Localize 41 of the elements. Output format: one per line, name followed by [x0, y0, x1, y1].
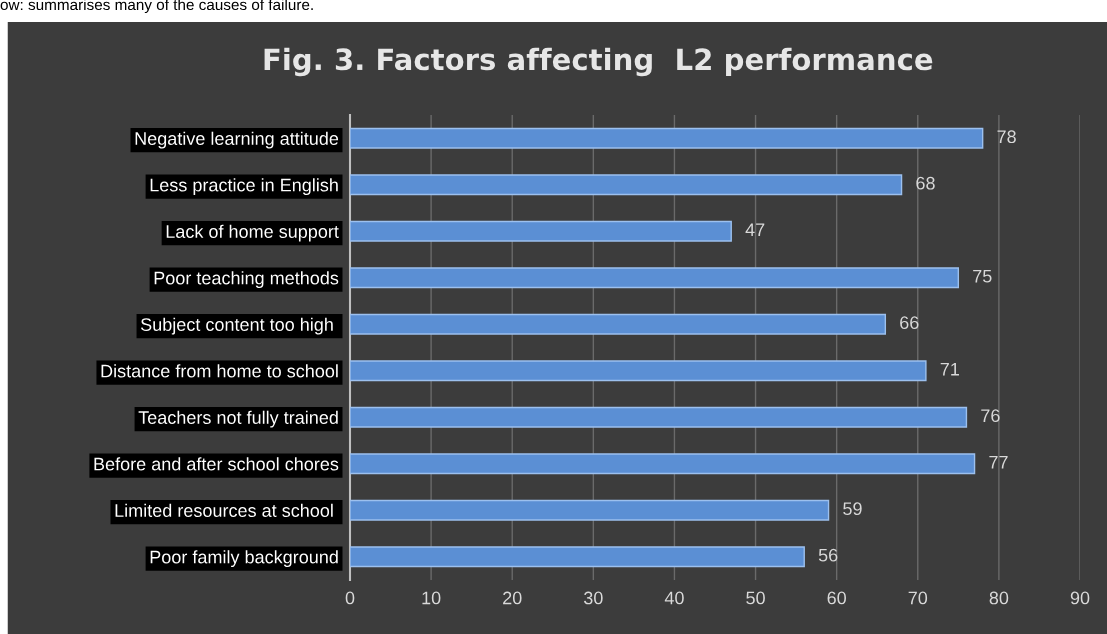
- y-tick-label: Teachers not fully trained: [138, 410, 338, 428]
- bar: [350, 313, 887, 335]
- y-tick-label: Poor family background: [150, 550, 338, 568]
- data-label: 47: [745, 223, 765, 236]
- y-tick-label: Negative learning attitude: [135, 131, 339, 149]
- bar: [350, 220, 732, 242]
- x-tick-label: 30: [583, 591, 603, 605]
- y-tick-label: Limited resources at school: [115, 503, 333, 517]
- x-tick-label: 40: [664, 591, 684, 605]
- bar: [350, 499, 830, 521]
- x-tick-label: 10: [422, 591, 441, 605]
- y-tick-label: Before and after school chores: [94, 457, 339, 471]
- y-tick-label: Lack of home support: [166, 224, 339, 242]
- data-label: 78: [997, 130, 1016, 144]
- y-tick-label: Poor teaching methods: [154, 271, 339, 289]
- x-tick-label: 90: [1070, 591, 1090, 605]
- y-tick-label: Distance from home to school: [101, 364, 338, 378]
- bar: [350, 406, 968, 428]
- chart-title: Fig. 3. Factors affecting L2 performance: [264, 47, 933, 77]
- bar: [350, 267, 960, 289]
- data-label: 68: [916, 176, 935, 190]
- bar: [350, 127, 984, 149]
- data-label: 77: [989, 456, 1008, 469]
- y-tick-label: Less practice in English: [150, 178, 338, 196]
- data-label: 59: [843, 502, 862, 516]
- x-tick-label: 80: [989, 591, 1009, 605]
- bar: [350, 360, 927, 382]
- y-tick-label: Subject content too high: [140, 317, 333, 335]
- x-tick-label: 50: [746, 591, 765, 605]
- x-tick-label: 70: [908, 591, 928, 605]
- data-label: 56: [818, 548, 838, 562]
- x-tick-label: 0: [345, 591, 355, 605]
- bar: [350, 453, 976, 475]
- bar: [350, 174, 903, 196]
- data-label: 76: [981, 409, 1000, 423]
- x-tick-label: 20: [503, 591, 522, 605]
- x-tick-label: 60: [827, 591, 846, 605]
- bar: [350, 546, 805, 568]
- data-label: 66: [900, 316, 919, 330]
- data-label: 71: [940, 363, 959, 376]
- data-label: 75: [973, 270, 992, 283]
